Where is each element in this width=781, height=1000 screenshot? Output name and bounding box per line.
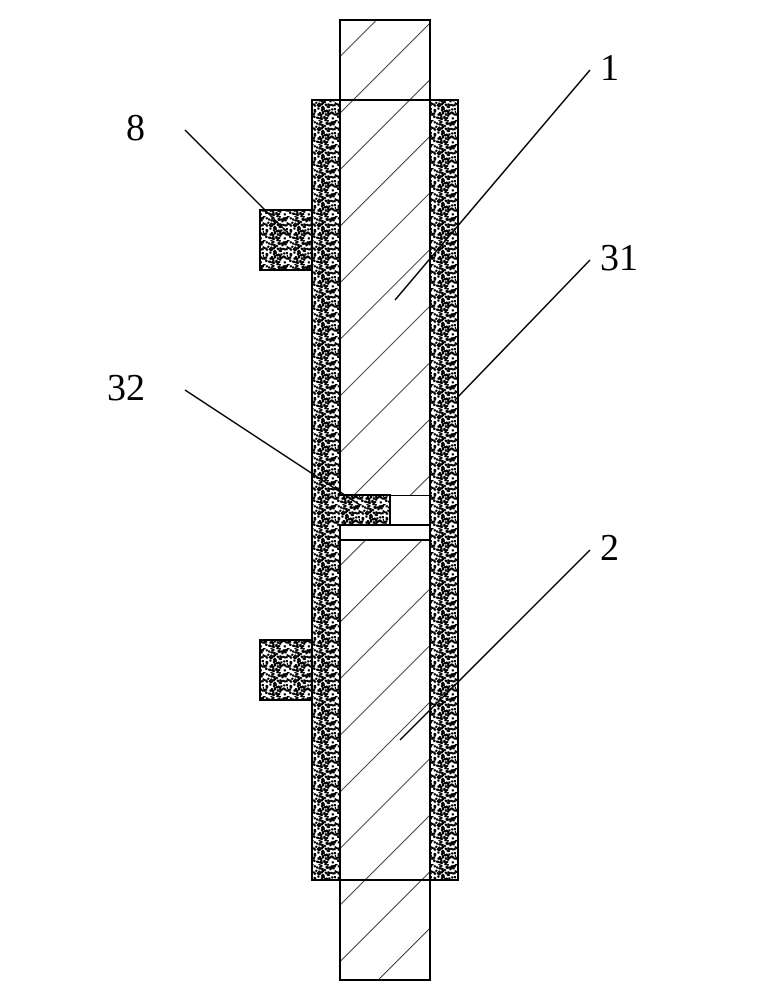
label-8: 8 (126, 107, 145, 149)
label-32: 32 (107, 367, 145, 409)
leader-8 (185, 130, 290, 235)
technical-drawing: 1 2 8 31 32 (0, 0, 781, 1000)
label-2: 2 (600, 527, 619, 569)
tab-upper (260, 210, 312, 270)
label-1: 1 (600, 47, 619, 89)
shaft-upper (340, 20, 430, 510)
shaft-lower (340, 540, 430, 980)
leader-31 (455, 260, 590, 400)
label-31: 31 (600, 237, 638, 279)
tab-lower (260, 640, 312, 700)
